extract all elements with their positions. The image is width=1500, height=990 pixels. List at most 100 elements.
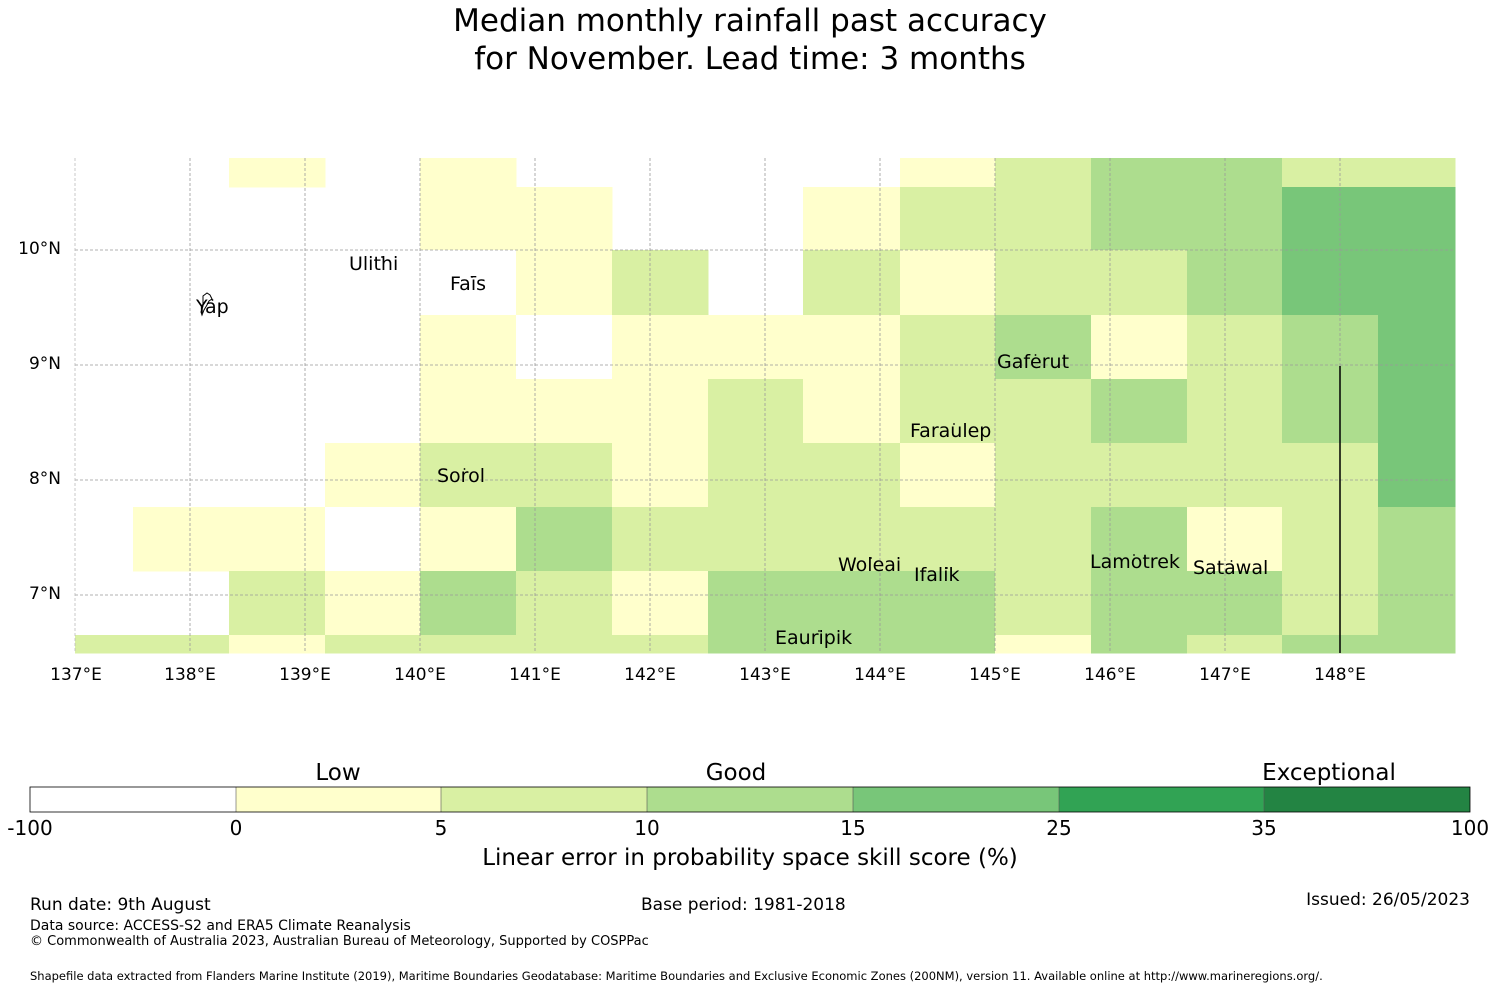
island-marker — [381, 256, 383, 258]
data-source: Data source: ACCESS-S2 and ERA5 Climate … — [30, 918, 411, 934]
skill-cell — [803, 635, 901, 654]
skill-cell — [1091, 507, 1188, 572]
skill-cell — [229, 507, 326, 572]
skill-cell — [995, 571, 1092, 636]
skill-cell — [803, 507, 901, 572]
skill-cell — [900, 635, 996, 654]
skill-cell — [995, 250, 1092, 316]
skill-cell — [75, 635, 134, 654]
skill-cell — [516, 507, 613, 572]
lon-tick-label: 143°E — [739, 665, 791, 685]
skill-cell — [1187, 158, 1283, 188]
skill-cell — [516, 635, 613, 654]
skill-cell — [900, 571, 996, 636]
skill-cell — [516, 315, 613, 380]
skill-cell — [1091, 315, 1188, 380]
copyright: © Commonwealth of Australia 2023, Austra… — [30, 934, 649, 949]
skill-cell — [995, 315, 1092, 380]
colorbar-tick-label: 35 — [1251, 816, 1277, 840]
skill-cell — [803, 315, 901, 380]
skill-cell — [1091, 443, 1188, 508]
island-markers — [200, 256, 1233, 632]
colorbar-segment — [30, 787, 236, 812]
colorbar-segment — [647, 787, 853, 812]
skill-cell — [516, 187, 613, 251]
skill-cell — [133, 635, 230, 654]
skill-cell — [420, 571, 517, 636]
skill-cell — [420, 250, 517, 316]
legend-axis-label: Linear error in probability space skill … — [482, 845, 1018, 871]
island-label: Gaferut — [997, 351, 1070, 373]
lon-tick-label: 146°E — [1084, 665, 1136, 685]
colorbar-tick-label: -100 — [7, 816, 53, 840]
skill-cell — [1282, 635, 1379, 654]
skill-cell — [803, 250, 901, 316]
skill-cell — [1378, 187, 1456, 251]
colorbar-border — [29, 786, 1471, 813]
skill-cell — [708, 507, 804, 572]
island-marker — [1230, 560, 1233, 562]
lon-tick-label: 140°E — [394, 665, 446, 685]
colorbar-tick-label: 25 — [1046, 816, 1072, 840]
skill-cell — [420, 315, 517, 380]
colorbar-segment — [1059, 787, 1264, 812]
skill-cell — [612, 250, 709, 316]
skill-cell — [1282, 250, 1379, 316]
skill-cell — [420, 187, 517, 251]
island-label: Sorol — [437, 465, 485, 487]
skill-cell — [612, 443, 709, 508]
skill-cell — [995, 379, 1092, 444]
island-marker — [463, 468, 466, 470]
skill-cell — [708, 315, 804, 380]
skill-cell — [900, 250, 996, 316]
island-label: Ulithi — [349, 253, 399, 275]
skill-cell — [1378, 158, 1456, 188]
skill-cell — [900, 187, 996, 251]
lon-tick-label: 144°E — [854, 665, 906, 685]
issued-date: Issued: 26/05/2023 — [1306, 890, 1470, 910]
skill-cell — [900, 315, 996, 380]
island-label: Eauripik — [775, 627, 853, 649]
lat-tick-label: 7°N — [28, 584, 61, 604]
colorbar-segment — [236, 787, 441, 812]
skill-cell — [1378, 507, 1456, 572]
base-period: Base period: 1981-2018 — [641, 895, 846, 915]
skill-cell — [516, 571, 613, 636]
skill-cell — [1378, 315, 1456, 380]
skill-cell — [1187, 379, 1283, 444]
skill-cell — [1187, 250, 1283, 316]
legend-category-low: Low — [315, 760, 361, 786]
skill-cell — [803, 187, 901, 251]
skill-cell — [1282, 187, 1379, 251]
island-marker — [953, 423, 955, 425]
legend-category-exceptional: Exceptional — [1262, 760, 1396, 786]
skill-cell — [516, 379, 613, 444]
island-label: Ifalik — [914, 564, 960, 586]
skill-cell — [1187, 187, 1283, 251]
skill-cell — [1378, 635, 1456, 654]
skill-cell — [612, 571, 709, 636]
skill-cell — [325, 635, 421, 654]
skill-cell — [900, 379, 996, 444]
skill-cell — [1091, 158, 1188, 188]
graticule — [74, 158, 1455, 653]
skill-cell — [1187, 571, 1283, 636]
island-marker — [1133, 554, 1135, 556]
lon-tick-label: 138°E — [164, 665, 216, 685]
lon-tick-label: 141°E — [509, 665, 561, 685]
lon-tick-label: 139°E — [279, 665, 331, 685]
skill-cell — [612, 507, 709, 572]
skill-cell — [420, 635, 517, 654]
skill-cell — [708, 635, 804, 654]
skill-cell — [900, 443, 996, 508]
skill-cell — [803, 379, 901, 444]
skill-cell — [1091, 571, 1188, 636]
lon-tick-label: 147°E — [1199, 665, 1251, 685]
yap-island-shape — [200, 292, 213, 317]
skill-cell — [1282, 571, 1379, 636]
skill-cell — [995, 443, 1092, 508]
lon-tick-label: 142°E — [624, 665, 676, 685]
lat-tick-label: 8°N — [28, 469, 61, 489]
skill-cell — [1282, 443, 1379, 508]
